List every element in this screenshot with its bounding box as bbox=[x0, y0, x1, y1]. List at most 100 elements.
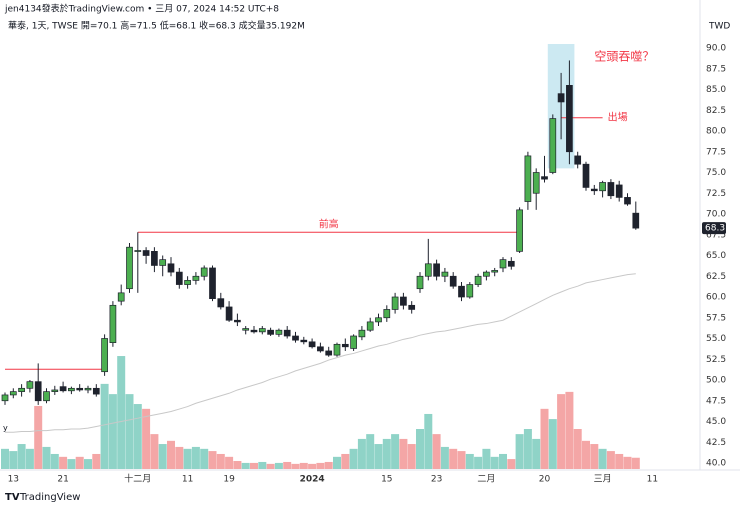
y-tick-label: 52.5 bbox=[706, 355, 726, 365]
volume-bar bbox=[573, 429, 582, 469]
volume-bar bbox=[606, 451, 615, 469]
x-tick-label: 二月 bbox=[477, 474, 495, 485]
volume-bar bbox=[523, 429, 532, 469]
volume-bar bbox=[258, 461, 267, 469]
candle-body bbox=[557, 93, 565, 103]
y-tick-label: 60.0 bbox=[706, 293, 726, 303]
candle-body bbox=[566, 84, 573, 153]
candle-body bbox=[151, 251, 158, 266]
y-tick-label: 65.0 bbox=[706, 251, 726, 261]
candle-body bbox=[292, 335, 299, 341]
volume-bar bbox=[283, 461, 292, 469]
y-tick-label: 45.0 bbox=[706, 417, 726, 427]
volume-bar bbox=[391, 434, 400, 469]
volume-bar bbox=[341, 453, 350, 469]
volume-bar bbox=[449, 448, 458, 469]
y-tick-label: 70.0 bbox=[706, 210, 726, 220]
y-tick-label: 77.5 bbox=[706, 147, 726, 157]
volume-bar bbox=[100, 383, 109, 469]
last-price-label: 68.3 bbox=[705, 224, 725, 234]
candle-body bbox=[167, 263, 175, 273]
candle-body bbox=[225, 306, 233, 321]
annotation-text: 前高 bbox=[319, 217, 339, 230]
candle-body bbox=[383, 309, 391, 319]
volume-bar bbox=[84, 459, 92, 469]
volume-bar bbox=[399, 438, 408, 469]
volume-bar bbox=[623, 456, 632, 469]
y-tick-label: 55.0 bbox=[706, 334, 726, 344]
volume-bar bbox=[75, 456, 84, 469]
volume-bar bbox=[465, 453, 474, 469]
volume-bar bbox=[133, 404, 142, 469]
brand-logo: TV bbox=[5, 492, 20, 503]
volume-bar bbox=[490, 456, 499, 469]
volume-bar bbox=[615, 453, 624, 469]
volume-bar bbox=[17, 444, 26, 469]
volume-bar bbox=[158, 444, 167, 469]
candle-body bbox=[242, 328, 250, 331]
y-tick-label: 75.0 bbox=[706, 168, 726, 178]
candle-body bbox=[209, 267, 216, 300]
volume-bar bbox=[225, 456, 234, 469]
volume-bar bbox=[316, 462, 325, 469]
candle-body bbox=[325, 350, 333, 356]
volume-bar bbox=[142, 408, 151, 469]
volume-bar bbox=[382, 438, 391, 469]
candle-body bbox=[400, 296, 407, 306]
volume-bar bbox=[208, 451, 217, 469]
volume-bar bbox=[507, 459, 516, 469]
y-tick-label: 40.0 bbox=[706, 459, 726, 469]
volume-bar bbox=[34, 405, 43, 469]
candle-body bbox=[159, 259, 167, 266]
candle-body bbox=[582, 163, 590, 188]
legend: 華泰, 1天, TWSE 開=70.1 高=71.5 低=68.1 收=68.3… bbox=[8, 20, 305, 32]
candle-body bbox=[134, 250, 142, 252]
volume-bar bbox=[557, 394, 566, 469]
y-tick-label: 82.5 bbox=[706, 106, 726, 116]
candle-body bbox=[416, 275, 424, 290]
highlight-text: 空頭吞噬？ bbox=[594, 49, 654, 64]
candle-body bbox=[433, 263, 440, 277]
volume-bar bbox=[274, 462, 283, 469]
candle-body bbox=[142, 250, 150, 256]
candle-body bbox=[532, 172, 540, 194]
volume-bar bbox=[432, 434, 441, 469]
volume-bar bbox=[299, 462, 308, 469]
y-tick-label: 80.0 bbox=[706, 127, 726, 137]
candle-body bbox=[441, 271, 449, 277]
candle-body bbox=[599, 182, 606, 192]
volume-bar bbox=[175, 446, 184, 469]
candle-body bbox=[200, 267, 208, 277]
candle-body bbox=[34, 381, 42, 402]
volume-bar bbox=[590, 444, 599, 469]
x-tick-label: 19 bbox=[223, 475, 235, 485]
volume-bar bbox=[266, 463, 275, 469]
volume-bar bbox=[324, 461, 333, 469]
currency: TWD bbox=[708, 22, 730, 32]
volume-bar bbox=[291, 463, 300, 469]
volume-bar bbox=[440, 446, 449, 469]
volume-bar bbox=[499, 453, 507, 469]
volume-bar bbox=[92, 453, 101, 469]
candle-body bbox=[184, 280, 191, 285]
volume-bar bbox=[457, 451, 466, 469]
candle-body bbox=[516, 209, 523, 252]
candle-body bbox=[308, 341, 316, 348]
y-tick-label: 90.0 bbox=[706, 44, 726, 54]
volume-bar bbox=[59, 456, 68, 469]
y-tick-label: 85.0 bbox=[706, 85, 726, 95]
y-tick-label: 57.5 bbox=[706, 313, 726, 323]
candle-body bbox=[18, 387, 25, 392]
volume-bar bbox=[548, 419, 557, 469]
candle-body bbox=[283, 329, 291, 337]
volume-bar bbox=[482, 448, 491, 469]
volume-bar bbox=[374, 444, 383, 469]
candle-body bbox=[507, 260, 515, 267]
volume-bar bbox=[167, 440, 175, 469]
volume-bar bbox=[366, 434, 375, 469]
volume-bar bbox=[125, 394, 134, 469]
volume-bar bbox=[9, 451, 18, 469]
candle-body bbox=[101, 338, 108, 373]
x-tick-label: 23 bbox=[431, 475, 442, 485]
